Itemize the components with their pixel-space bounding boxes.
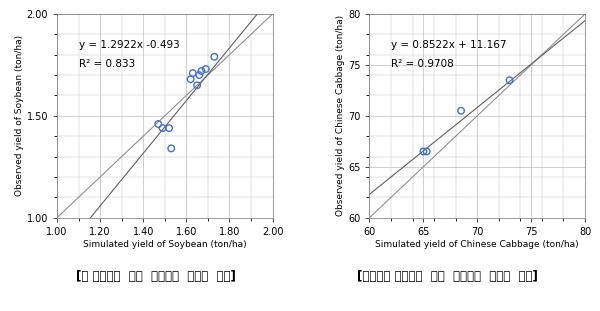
Point xyxy=(505,78,514,83)
Point xyxy=(194,73,204,78)
Text: [콩 생산량에  대한  예측치와  통계치  비교]: [콩 생산량에 대한 예측치와 통계치 비교] xyxy=(76,270,236,283)
Point xyxy=(419,149,428,154)
Text: y = 0.8522x + 11.167: y = 0.8522x + 11.167 xyxy=(391,40,506,50)
Y-axis label: Observed yield of Soybean (ton/ha): Observed yield of Soybean (ton/ha) xyxy=(14,35,23,197)
Point xyxy=(186,77,196,82)
Point xyxy=(188,71,197,76)
Point xyxy=(164,126,174,131)
Text: R² = 0.9708: R² = 0.9708 xyxy=(391,59,454,69)
Point xyxy=(422,149,431,154)
Point xyxy=(197,68,206,73)
Text: y = 1.2922x -0.493: y = 1.2922x -0.493 xyxy=(79,40,179,50)
Point xyxy=(209,54,219,59)
Point xyxy=(456,108,466,113)
Point xyxy=(201,67,211,72)
Y-axis label: Observed yield of Chinese Cabbage (ton/ha): Observed yield of Chinese Cabbage (ton/h… xyxy=(336,15,345,216)
Text: R² = 0.833: R² = 0.833 xyxy=(79,59,135,69)
X-axis label: Simulated yield of Soybean (ton/ha): Simulated yield of Soybean (ton/ha) xyxy=(83,239,247,248)
Point xyxy=(166,146,176,151)
Text: [가을배추 생산량에  대한  예측치와  통계치  비교]: [가을배추 생산량에 대한 예측치와 통계치 비교] xyxy=(356,270,538,283)
Point xyxy=(154,122,163,127)
Point xyxy=(158,126,167,131)
X-axis label: Simulated yield of Chinese Cabbage (ton/ha): Simulated yield of Chinese Cabbage (ton/… xyxy=(376,239,579,248)
Point xyxy=(192,83,202,88)
